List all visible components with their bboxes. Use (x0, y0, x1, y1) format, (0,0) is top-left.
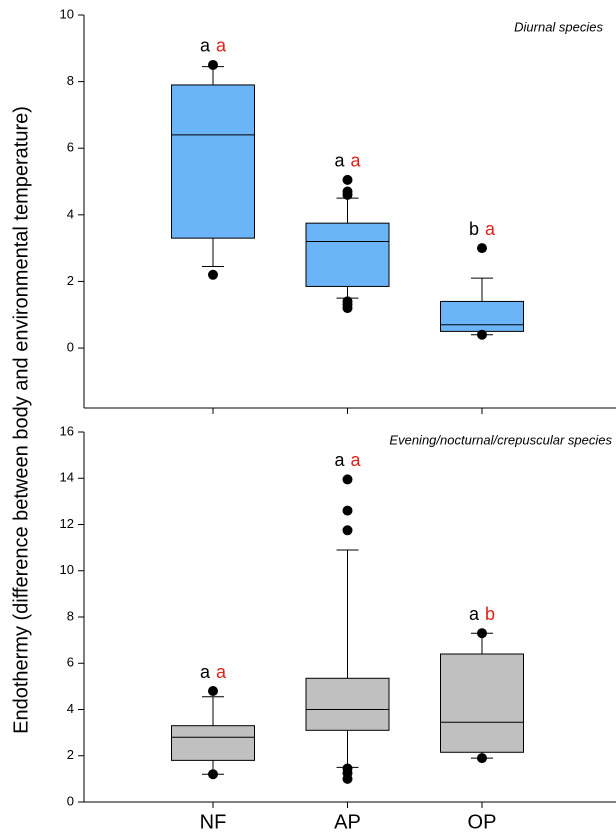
box (171, 725, 255, 761)
group-letter: b (485, 604, 495, 624)
outlier (477, 243, 487, 254)
box (305, 222, 390, 287)
group-letter: a (200, 36, 211, 56)
y-tick-label: 8 (67, 608, 74, 623)
y-tick-label: 2 (67, 747, 74, 762)
outlier (342, 303, 353, 314)
y-tick-label: 4 (67, 206, 74, 221)
outlier (477, 753, 487, 764)
outlier (342, 174, 353, 185)
y-tick-label: 0 (67, 339, 74, 354)
group-letter: a (216, 36, 227, 56)
group-letter: a (350, 151, 361, 171)
box (440, 653, 524, 753)
outlier (342, 474, 353, 485)
outlier (477, 329, 487, 340)
outlier (342, 189, 353, 200)
y-tick-label: 6 (67, 655, 74, 670)
outlier (342, 505, 353, 516)
y-tick-label: 10 (60, 6, 74, 21)
box (305, 677, 390, 731)
annotation: Diurnal species (514, 19, 603, 34)
y-tick-label: 10 (60, 562, 74, 577)
outlier (208, 59, 218, 70)
outlier (208, 686, 218, 696)
outlier (208, 769, 218, 780)
outlier (208, 269, 218, 280)
y-tick-label: 14 (60, 470, 74, 485)
annotation: Evening/nocturnal/crepuscular species (389, 432, 612, 447)
group-letter: a (200, 662, 211, 682)
y-tick-label: 16 (60, 423, 74, 438)
outlier (342, 773, 353, 784)
box (171, 84, 255, 239)
outlier (342, 525, 353, 536)
y-axis-label: Endothermy (difference between body and … (10, 106, 32, 734)
group-letter: a (469, 604, 480, 624)
group-letter: a (485, 219, 496, 239)
y-tick-label: 12 (60, 516, 74, 531)
group-letter: a (216, 662, 227, 682)
group-letter: b (469, 219, 479, 239)
y-tick-label: 8 (67, 73, 74, 88)
x-tick-label: OP (468, 811, 497, 833)
y-tick-label: 2 (67, 273, 74, 288)
outlier (477, 628, 487, 639)
box (440, 300, 524, 332)
group-letter: a (350, 450, 361, 470)
x-tick-label: AP (334, 811, 361, 833)
y-tick-label: 4 (67, 701, 74, 716)
group-letter: a (334, 151, 345, 171)
x-tick-label: NF (200, 811, 227, 833)
group-letter: a (334, 450, 345, 470)
y-tick-label: 0 (67, 793, 74, 808)
y-tick-label: 6 (67, 140, 74, 155)
